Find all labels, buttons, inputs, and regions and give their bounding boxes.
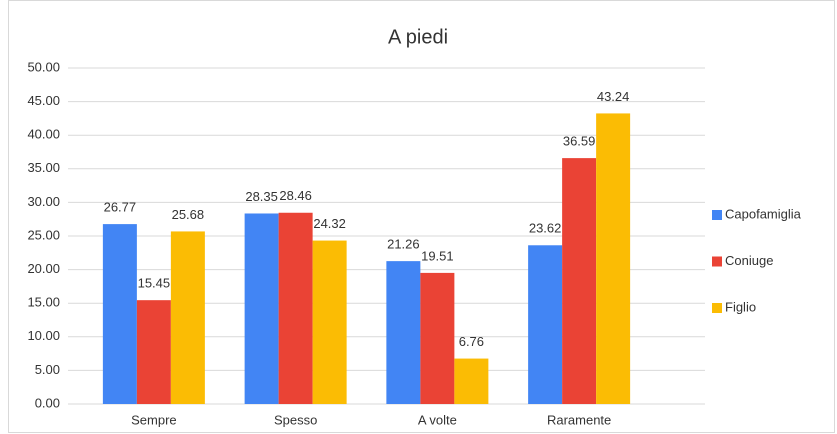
y-tick-label: 50.00 xyxy=(27,59,60,74)
bar xyxy=(170,231,205,404)
data-label: 25.68 xyxy=(172,207,205,222)
y-tick-label: 10.00 xyxy=(27,328,60,343)
legend-label: Capofamiglia xyxy=(725,206,802,221)
bar xyxy=(136,300,171,404)
legend-swatch xyxy=(712,256,722,267)
y-tick-label: 0.00 xyxy=(35,395,60,410)
x-tick-label: Sempre xyxy=(131,412,177,427)
y-tick-label: 15.00 xyxy=(27,295,60,310)
y-tick-label: 25.00 xyxy=(27,227,60,242)
legend-swatch xyxy=(712,210,722,220)
y-tick-label: 45.00 xyxy=(27,93,60,108)
data-label: 19.51 xyxy=(421,248,454,263)
data-label: 24.32 xyxy=(313,216,346,231)
data-label: 43.24 xyxy=(597,89,630,104)
bar xyxy=(528,245,563,404)
chart-title: A piedi xyxy=(388,26,448,48)
bar xyxy=(454,358,489,404)
y-tick-label: 40.00 xyxy=(27,127,60,142)
bar xyxy=(312,240,347,404)
y-tick-label: 30.00 xyxy=(27,194,60,209)
x-tick-label: A volte xyxy=(418,412,457,427)
bar xyxy=(562,158,597,404)
bar xyxy=(596,113,631,405)
bar xyxy=(244,213,279,404)
legend-label: Figlio xyxy=(725,299,756,314)
bar xyxy=(386,261,421,404)
data-label: 23.62 xyxy=(529,221,562,236)
legend-swatch xyxy=(712,303,722,313)
data-label: 28.35 xyxy=(245,189,278,204)
bar xyxy=(102,224,137,404)
data-label: 28.46 xyxy=(279,188,312,203)
legend-label: Coniuge xyxy=(725,253,773,268)
y-tick-label: 35.00 xyxy=(27,160,60,175)
x-tick-label: Spesso xyxy=(274,412,317,427)
data-label: 21.26 xyxy=(387,237,420,252)
data-label: 15.45 xyxy=(138,276,171,291)
x-tick-label: Raramente xyxy=(547,412,611,427)
data-label: 36.59 xyxy=(563,134,596,149)
bar xyxy=(278,212,313,404)
data-label: 26.77 xyxy=(104,200,137,215)
data-label: 6.76 xyxy=(459,334,484,349)
y-tick-label: 5.00 xyxy=(35,362,60,377)
y-tick-label: 20.00 xyxy=(27,261,60,276)
bar xyxy=(420,272,455,404)
